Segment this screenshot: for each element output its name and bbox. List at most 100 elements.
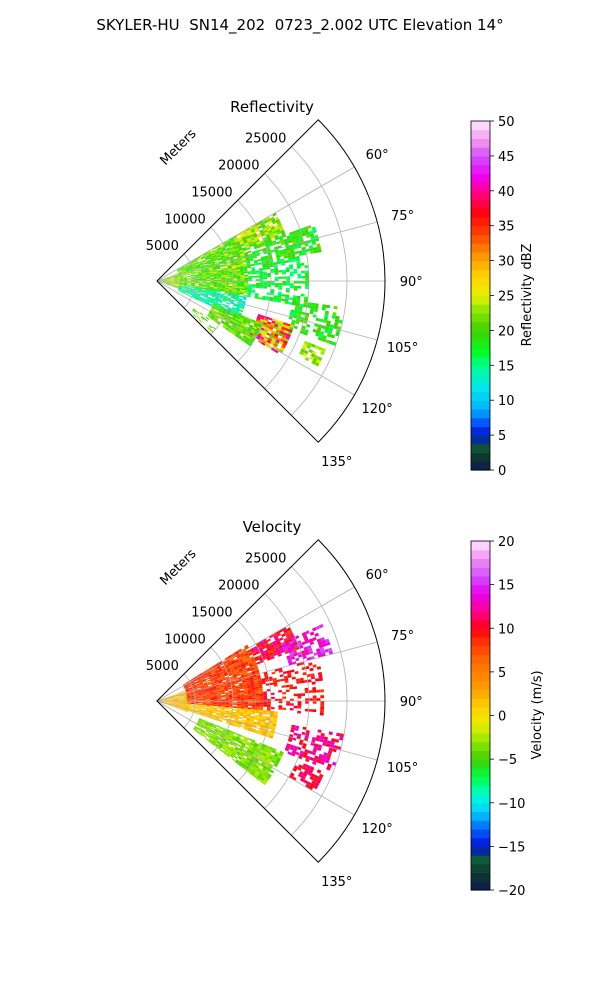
echo-cell (202, 707, 206, 709)
echo-cell (236, 273, 241, 276)
echo-cell (291, 647, 297, 652)
echo-cell (234, 299, 239, 302)
echo-cell (266, 646, 271, 650)
echo-cell (219, 295, 224, 298)
echo-cell (198, 679, 202, 682)
echo-cell (198, 284, 203, 286)
echo-cell (245, 758, 250, 763)
echo-cell (215, 316, 219, 320)
echo-cell (190, 695, 195, 697)
echo-cell (279, 254, 284, 258)
echo-cell (235, 292, 240, 295)
echo-cell (248, 253, 253, 257)
echo-cell (214, 248, 218, 252)
echo-cell (297, 773, 303, 778)
angle-spoke (156, 700, 378, 761)
echo-cell (194, 283, 199, 284)
echo-cell (234, 719, 239, 722)
echo-cell (261, 743, 267, 747)
echo-cell (234, 650, 239, 654)
echo-cell (295, 678, 300, 682)
echo-cell (194, 706, 199, 708)
echo-cell (250, 647, 255, 651)
colorbar-segment (471, 347, 490, 358)
echo-cell (276, 221, 281, 225)
echo-cell (316, 648, 321, 653)
echo-cell (264, 722, 269, 725)
echo-cell (204, 265, 209, 268)
echo-cell (261, 769, 266, 774)
echo-cell (239, 747, 244, 751)
echo-cell (281, 326, 286, 330)
echo-cell (211, 307, 216, 311)
echo-cell (240, 233, 245, 237)
echo-cell (198, 720, 202, 723)
echo-cell (209, 693, 214, 695)
echo-cell (173, 693, 178, 696)
echo-cell (269, 243, 274, 247)
echo-cell (302, 249, 307, 253)
echo-cell (238, 679, 243, 683)
echo-cell (178, 288, 183, 291)
echo-cell (235, 713, 240, 716)
echo-cell (202, 277, 207, 279)
echo-cell (304, 315, 309, 319)
echo-cell (256, 643, 261, 648)
echo-cell (212, 688, 217, 691)
echo-cell (266, 226, 271, 230)
echo-cell (211, 315, 215, 319)
echo-cell (259, 758, 264, 762)
echo-cell (244, 701, 249, 703)
echo-cell (301, 311, 306, 316)
echo-cell (166, 281, 171, 283)
echo-cell (247, 710, 252, 713)
echo-cell (169, 695, 174, 697)
echo-cell (221, 303, 226, 306)
echo-cell (282, 342, 287, 347)
echo-cell (280, 260, 285, 264)
echo-cell (235, 712, 240, 715)
echo-cell (239, 292, 244, 295)
echo-cell (233, 322, 238, 326)
echo-cell (274, 644, 279, 649)
echo-cell (247, 327, 252, 331)
echo-cell (309, 766, 315, 771)
echo-cell (255, 706, 260, 709)
echo-cell (163, 281, 167, 283)
echo-cell (253, 744, 258, 748)
echo-cell (304, 265, 309, 269)
colorbar-segment (471, 828, 490, 839)
echo-cell (259, 329, 264, 333)
echo-cell (162, 277, 167, 279)
echo-cell (221, 708, 225, 711)
echo-cell (231, 716, 236, 719)
echo-cell (182, 286, 187, 288)
echo-cell (187, 704, 191, 706)
echo-cell (251, 269, 256, 272)
echo-cell (278, 333, 283, 337)
echo-cell (193, 727, 198, 730)
echo-cell (222, 659, 227, 663)
echo-cell (269, 735, 274, 739)
echo-cell (290, 727, 295, 731)
echo-cell (215, 742, 220, 746)
echo-cell (248, 652, 253, 656)
echo-cell (220, 689, 225, 691)
echo-cell (179, 283, 184, 285)
echo-cell (247, 290, 252, 293)
echo-cell (248, 754, 253, 758)
echo-cell (304, 749, 309, 753)
echo-cell (211, 297, 216, 300)
echo-cell (230, 740, 235, 744)
echo-cell (264, 240, 269, 244)
echo-cell (267, 773, 272, 778)
echo-cell (265, 259, 270, 262)
echo-cell (255, 336, 260, 340)
echo-cell (243, 327, 248, 331)
echo-cell (208, 268, 213, 270)
echo-cell (174, 281, 179, 283)
echo-cell (255, 270, 260, 273)
echo-cell (198, 287, 202, 289)
echo-cell (216, 306, 220, 309)
echo-cell (246, 749, 251, 753)
